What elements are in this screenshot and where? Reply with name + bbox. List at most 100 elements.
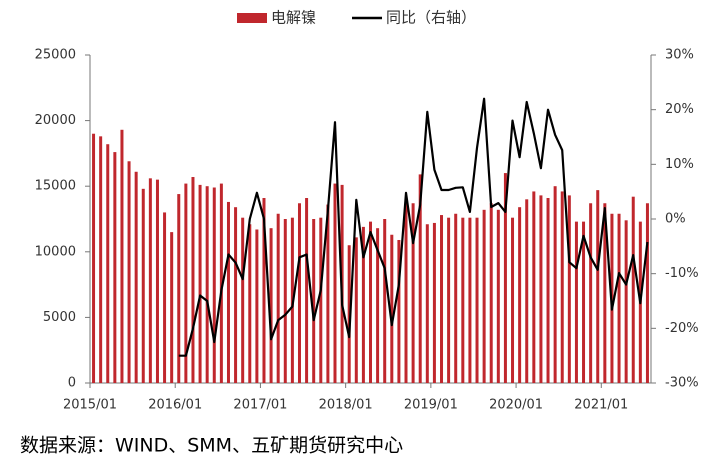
legend-label: 电解镍: [271, 9, 316, 27]
bar: [177, 194, 181, 383]
bar: [326, 204, 330, 383]
bar: [447, 217, 451, 383]
bar: [496, 209, 500, 383]
bar: [333, 183, 337, 383]
bar: [589, 203, 593, 383]
y-tick-label: 5000: [43, 310, 76, 325]
y-tick-label: 20000: [35, 113, 76, 128]
bar: [617, 213, 621, 383]
bar: [248, 224, 252, 383]
y2-tick-label: 30%: [665, 48, 694, 63]
bar: [361, 226, 365, 383]
x-tick-label: 2016/01: [148, 398, 202, 413]
bar: [532, 191, 536, 383]
bar: [269, 228, 273, 383]
bar: [503, 173, 507, 383]
x-tick-label: 2020/01: [489, 398, 543, 413]
bar: [482, 209, 486, 383]
bar: [376, 228, 380, 383]
bar: [234, 207, 238, 383]
y-tick-label: 10000: [35, 244, 76, 259]
bar: [539, 195, 543, 383]
bar: [582, 221, 586, 383]
bar: [461, 217, 465, 383]
y2-tick-label: -30%: [665, 376, 699, 391]
bar: [546, 198, 550, 383]
bar: [390, 234, 394, 383]
bar: [92, 133, 96, 383]
x-tick-label: 2015/01: [63, 398, 117, 413]
bar: [432, 222, 436, 383]
y2-tick-label: 0%: [665, 212, 686, 227]
bar: [574, 221, 578, 383]
bar: [418, 174, 422, 383]
bar: [148, 178, 152, 383]
bar: [134, 171, 138, 383]
bar: [397, 239, 401, 383]
bar: [354, 237, 358, 383]
bar: [560, 191, 564, 383]
bar: [596, 190, 600, 383]
bar: [404, 201, 408, 383]
y-tick-label: 15000: [35, 179, 76, 194]
bar: [184, 183, 188, 383]
bar: [383, 219, 387, 383]
bar: [99, 136, 103, 383]
bar: [241, 217, 245, 383]
y-tick-label: 0: [68, 376, 76, 391]
bar: [440, 215, 444, 383]
bar: [525, 199, 529, 383]
bar: [120, 129, 124, 383]
bar: [347, 245, 351, 383]
source-note: 数据来源：WIND、SMM、五矿期货研究中心: [20, 435, 403, 457]
bar: [262, 198, 266, 383]
bar: [113, 152, 117, 383]
bar: [276, 213, 280, 383]
legend-swatch: [237, 13, 267, 23]
bar: [312, 219, 316, 383]
bar: [170, 232, 174, 383]
bar: [411, 203, 415, 383]
y2-tick-label: 10%: [665, 157, 694, 172]
bar: [106, 144, 110, 383]
bar: [198, 184, 202, 383]
bar: [454, 213, 458, 383]
x-tick-label: 2019/01: [404, 398, 458, 413]
bar: [603, 203, 607, 383]
bar: [511, 217, 515, 383]
bar: [155, 179, 159, 383]
y-tick-label: 25000: [35, 48, 76, 63]
bar: [219, 183, 223, 383]
bar: [283, 219, 287, 383]
x-tick-label: 2017/01: [233, 398, 287, 413]
bar: [255, 229, 259, 383]
bar: [475, 217, 479, 383]
legend-label: 同比（右轴）: [386, 9, 476, 27]
bar: [553, 186, 557, 383]
bar: [624, 220, 628, 383]
bar: [369, 221, 372, 383]
bar: [141, 188, 145, 383]
x-tick-label: 2021/01: [574, 398, 628, 413]
bar: [191, 177, 195, 383]
bar: [226, 201, 230, 383]
bar: [297, 203, 301, 383]
bar: [468, 217, 472, 383]
y2-tick-label: -20%: [665, 321, 699, 336]
y2-tick-label: 20%: [665, 102, 694, 117]
bar: [212, 187, 216, 383]
bar: [489, 203, 493, 383]
bar: [205, 186, 209, 383]
bar: [127, 161, 131, 383]
bar: [305, 198, 309, 383]
bar: [319, 217, 323, 383]
x-tick-label: 2018/01: [319, 398, 373, 413]
bar: [518, 207, 522, 383]
y2-tick-label: -10%: [665, 266, 699, 281]
bar: [631, 196, 635, 383]
bar: [163, 212, 167, 383]
bar: [645, 203, 649, 383]
bar: [425, 224, 429, 383]
bar: [567, 195, 571, 383]
